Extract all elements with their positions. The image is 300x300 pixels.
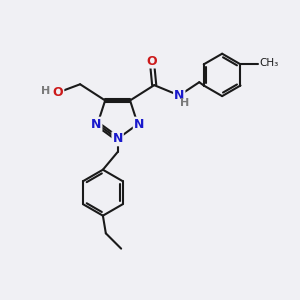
Text: O: O [146, 55, 157, 68]
Text: O: O [53, 86, 63, 99]
Text: N: N [174, 89, 184, 102]
Text: H: H [41, 86, 50, 96]
Text: N: N [91, 118, 101, 131]
Text: H: H [180, 98, 189, 108]
Text: N: N [134, 118, 144, 131]
Text: CH₃: CH₃ [260, 58, 279, 68]
Text: N: N [112, 132, 123, 145]
